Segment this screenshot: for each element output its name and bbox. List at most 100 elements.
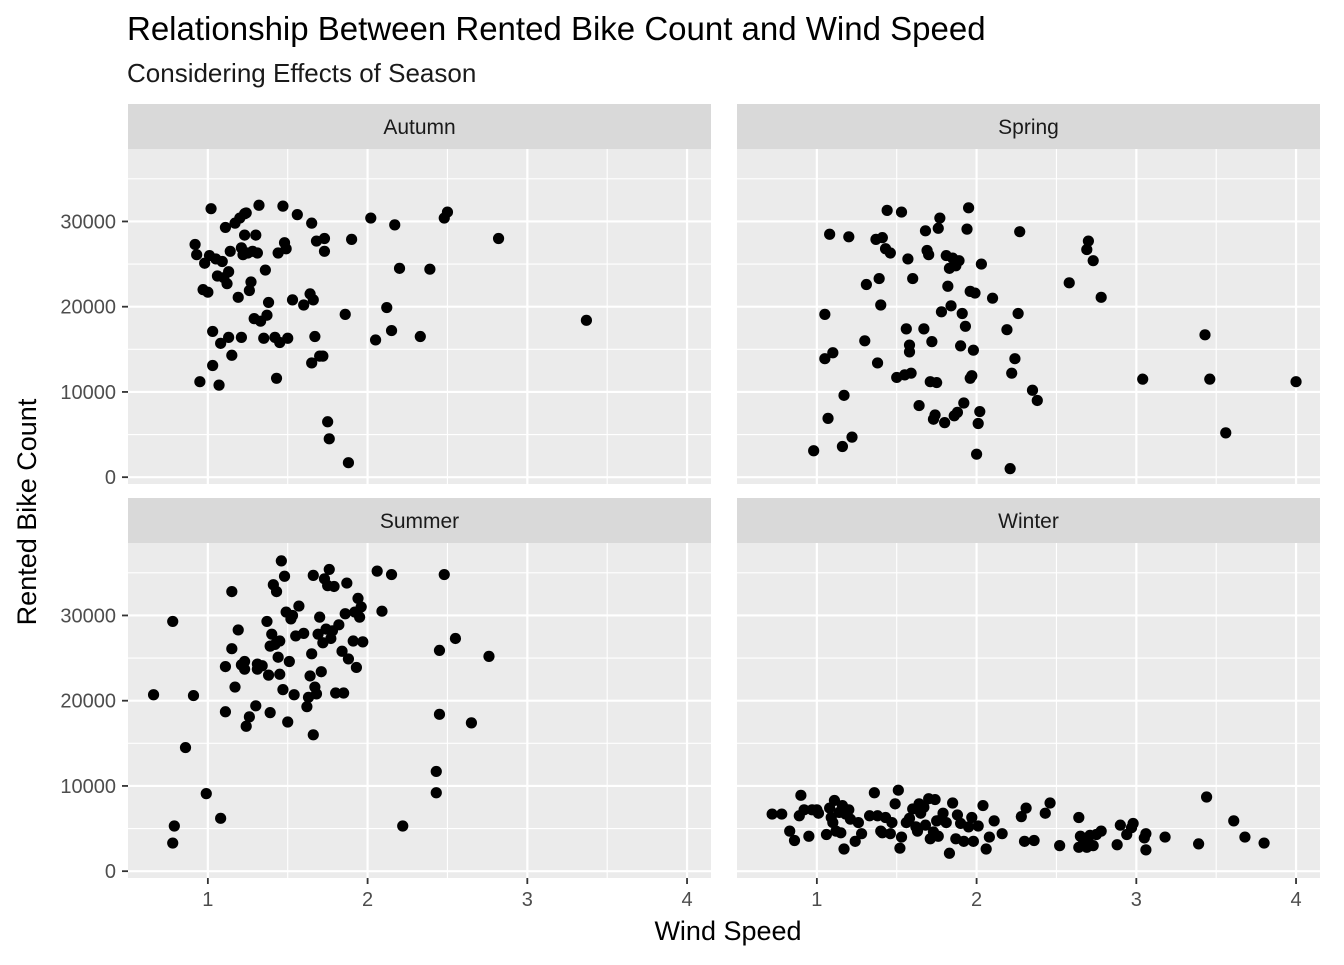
data-point <box>381 301 393 314</box>
data-point <box>795 789 807 801</box>
data-point <box>942 280 954 292</box>
data-point <box>860 278 872 291</box>
data-point <box>258 332 270 344</box>
data-point <box>250 700 262 712</box>
data-point <box>1039 807 1051 819</box>
data-point <box>956 307 968 320</box>
data-point <box>342 457 355 469</box>
data-point <box>229 681 241 693</box>
data-point <box>339 608 351 620</box>
data-point <box>937 807 949 819</box>
data-point <box>919 225 932 237</box>
data-point <box>288 689 300 701</box>
data-point <box>280 243 292 255</box>
data-point <box>309 330 321 343</box>
data-point <box>1199 329 1211 341</box>
data-point <box>1081 243 1093 256</box>
x-tick-label: 1 <box>811 889 822 911</box>
data-point <box>202 286 214 298</box>
data-point <box>250 229 262 241</box>
data-point <box>983 831 995 843</box>
data-point <box>902 253 914 265</box>
x-axis-title: Wind Speed <box>654 916 801 946</box>
data-point <box>317 350 329 362</box>
data-point <box>955 340 967 352</box>
data-point <box>389 219 401 231</box>
panel-background <box>128 543 711 878</box>
data-point <box>926 336 938 348</box>
data-point <box>1015 811 1027 823</box>
data-point <box>385 324 398 337</box>
data-point <box>433 644 446 657</box>
data-point <box>1026 384 1039 396</box>
data-point <box>275 555 287 567</box>
data-point <box>970 448 983 460</box>
data-point <box>1028 834 1040 847</box>
data-point <box>918 801 930 813</box>
data-point <box>1020 802 1032 814</box>
data-point <box>369 334 382 346</box>
panel-background <box>128 149 711 484</box>
data-point <box>873 272 885 285</box>
data-point <box>932 222 944 234</box>
data-point <box>846 431 858 443</box>
data-point <box>194 376 206 388</box>
facet-panels: Autumn 0 10000 20000 30000 Spring Summer 0 10000… <box>60 104 1320 911</box>
data-point <box>863 810 876 822</box>
data-point <box>306 217 318 229</box>
data-point <box>223 331 235 343</box>
data-point <box>336 645 348 657</box>
data-point <box>261 615 273 628</box>
data-point <box>191 249 203 261</box>
data-point <box>318 232 331 245</box>
x-tick-label: 3 <box>1131 889 1142 911</box>
data-point <box>1044 797 1056 809</box>
data-point <box>261 309 273 321</box>
data-point <box>277 684 289 696</box>
data-point <box>1054 840 1066 852</box>
data-point <box>216 255 228 268</box>
data-point <box>304 670 316 682</box>
data-point <box>282 332 294 344</box>
data-point <box>892 784 904 796</box>
data-point <box>996 828 1008 840</box>
chart-title: Relationship Between Rented Bike Count a… <box>127 10 986 47</box>
data-point <box>951 809 964 821</box>
data-point <box>189 238 201 251</box>
data-point <box>251 247 263 259</box>
data-point <box>376 605 388 617</box>
data-point <box>963 821 975 833</box>
data-point <box>947 797 959 809</box>
data-point <box>1111 839 1123 851</box>
data-point <box>333 619 345 631</box>
data-point <box>827 816 839 829</box>
data-point <box>323 563 335 576</box>
data-point <box>240 207 252 219</box>
data-point <box>1018 835 1031 847</box>
data-point <box>1004 463 1016 475</box>
data-point <box>929 793 941 806</box>
data-point <box>433 708 446 720</box>
data-point <box>301 701 313 713</box>
data-point <box>819 308 831 320</box>
data-point <box>323 433 335 445</box>
data-point <box>836 440 849 453</box>
data-point <box>1012 307 1024 320</box>
y-tick-label: 20000 <box>60 691 116 713</box>
data-point <box>895 831 908 843</box>
panel-background <box>737 543 1320 878</box>
data-point <box>219 221 232 234</box>
data-point <box>245 276 257 288</box>
data-point <box>1239 831 1251 843</box>
data-point <box>967 344 979 356</box>
data-point <box>943 847 956 859</box>
data-point <box>812 807 825 819</box>
data-point <box>835 827 847 839</box>
data-point <box>352 592 364 605</box>
y-tick-label: 30000 <box>60 605 116 627</box>
data-point <box>945 300 957 312</box>
data-point <box>961 223 973 235</box>
data-point <box>822 412 834 424</box>
data-point <box>215 337 227 349</box>
